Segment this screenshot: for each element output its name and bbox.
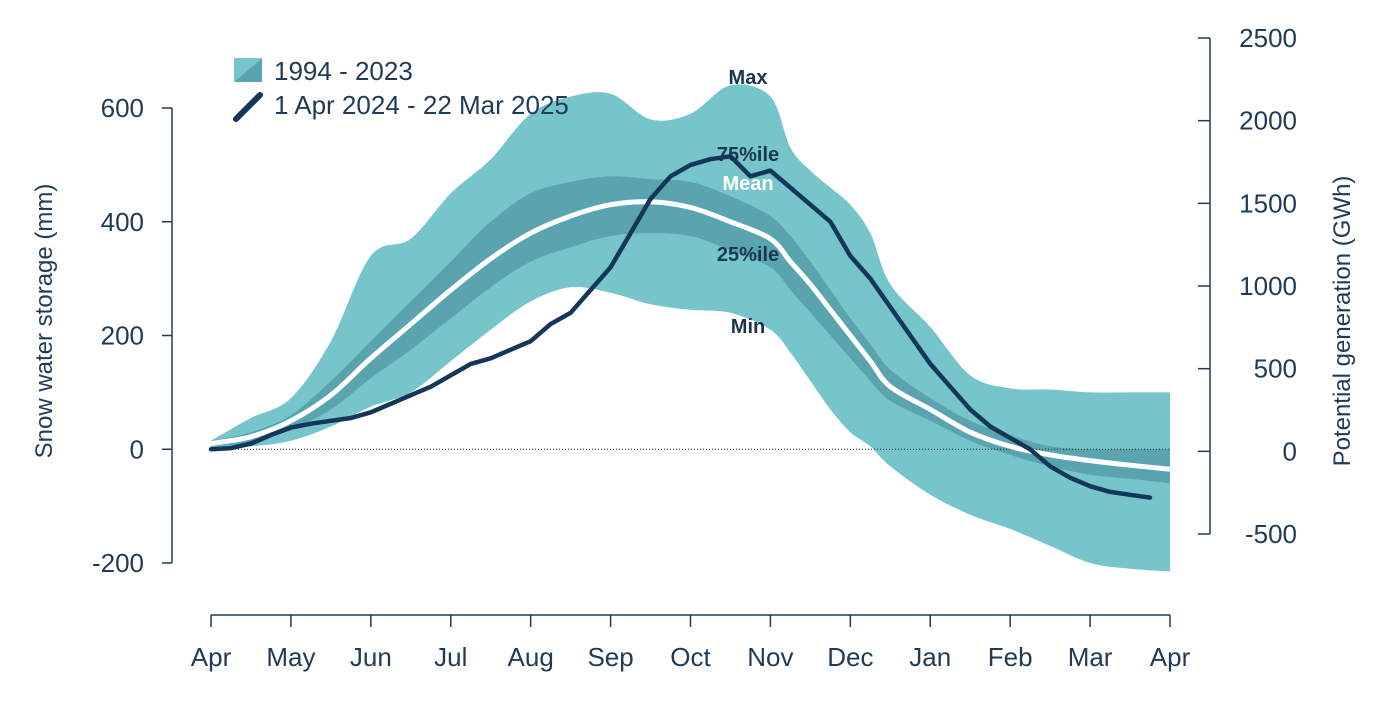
band-label-p25: 25%ile [717, 244, 779, 266]
legend-band-swatch [234, 58, 262, 82]
right-tick-label: 2500 [1239, 23, 1297, 53]
band-label-min: Min [731, 316, 765, 338]
month-tick-label: Mar [1068, 642, 1113, 672]
right-tick-label: 0 [1283, 436, 1297, 466]
left-tick-label: 0 [130, 434, 144, 464]
right-tick-label: 2000 [1239, 106, 1297, 136]
legend-band-swatch-dark [234, 58, 262, 82]
month-tick-label: Nov [747, 642, 793, 672]
right-tick-label: 1500 [1239, 188, 1297, 218]
legend-label-current: 1 Apr 2024 - 22 Mar 2025 [274, 90, 569, 120]
legend-line-swatch [233, 92, 263, 122]
month-tick-label: Apr [1150, 642, 1191, 672]
month-tick-label: Jul [434, 642, 467, 672]
legend: 1994 - 2023 1 Apr 2024 - 22 Mar 2025 [233, 56, 569, 122]
right-axis-title: Potential generation (GWh) [1329, 176, 1356, 467]
legend-label-historical: 1994 - 2023 [274, 56, 413, 86]
left-axis-title: Snow water storage (mm) [31, 184, 58, 459]
mean-line [210, 199, 1171, 472]
month-tick-label: Jan [909, 642, 951, 672]
month-tick-label: Apr [191, 642, 232, 672]
month-tick-label: Sep [587, 642, 633, 672]
left-tick-label: -200 [92, 548, 144, 578]
left-tick-label: 600 [101, 93, 144, 123]
band-label-p75: 75%ile [717, 144, 779, 166]
band-label-mean: Mean [722, 173, 773, 195]
band-label-max: Max [729, 67, 768, 89]
bands-layer [211, 84, 1170, 572]
month-tick-label: Aug [508, 642, 554, 672]
left-tick-label: 200 [101, 321, 144, 351]
month-tick-label: Oct [670, 642, 711, 672]
min-max-band [211, 84, 1170, 572]
right-tick-label: -500 [1245, 519, 1297, 549]
current-season-line [208, 154, 1153, 500]
month-tick-label: Feb [988, 642, 1033, 672]
month-tick-label: Dec [827, 642, 873, 672]
month-tick-label: Jun [350, 642, 392, 672]
month-tick-label: May [266, 642, 315, 672]
right-tick-label: 1000 [1239, 271, 1297, 301]
right-tick-label: 500 [1254, 354, 1297, 384]
left-tick-label: 400 [101, 207, 144, 237]
axes-layer: -200 0 200 400 600 -500 0 500 1000 1500 2000 2500 Ap… [92, 23, 1297, 672]
lines-layer [208, 154, 1171, 500]
